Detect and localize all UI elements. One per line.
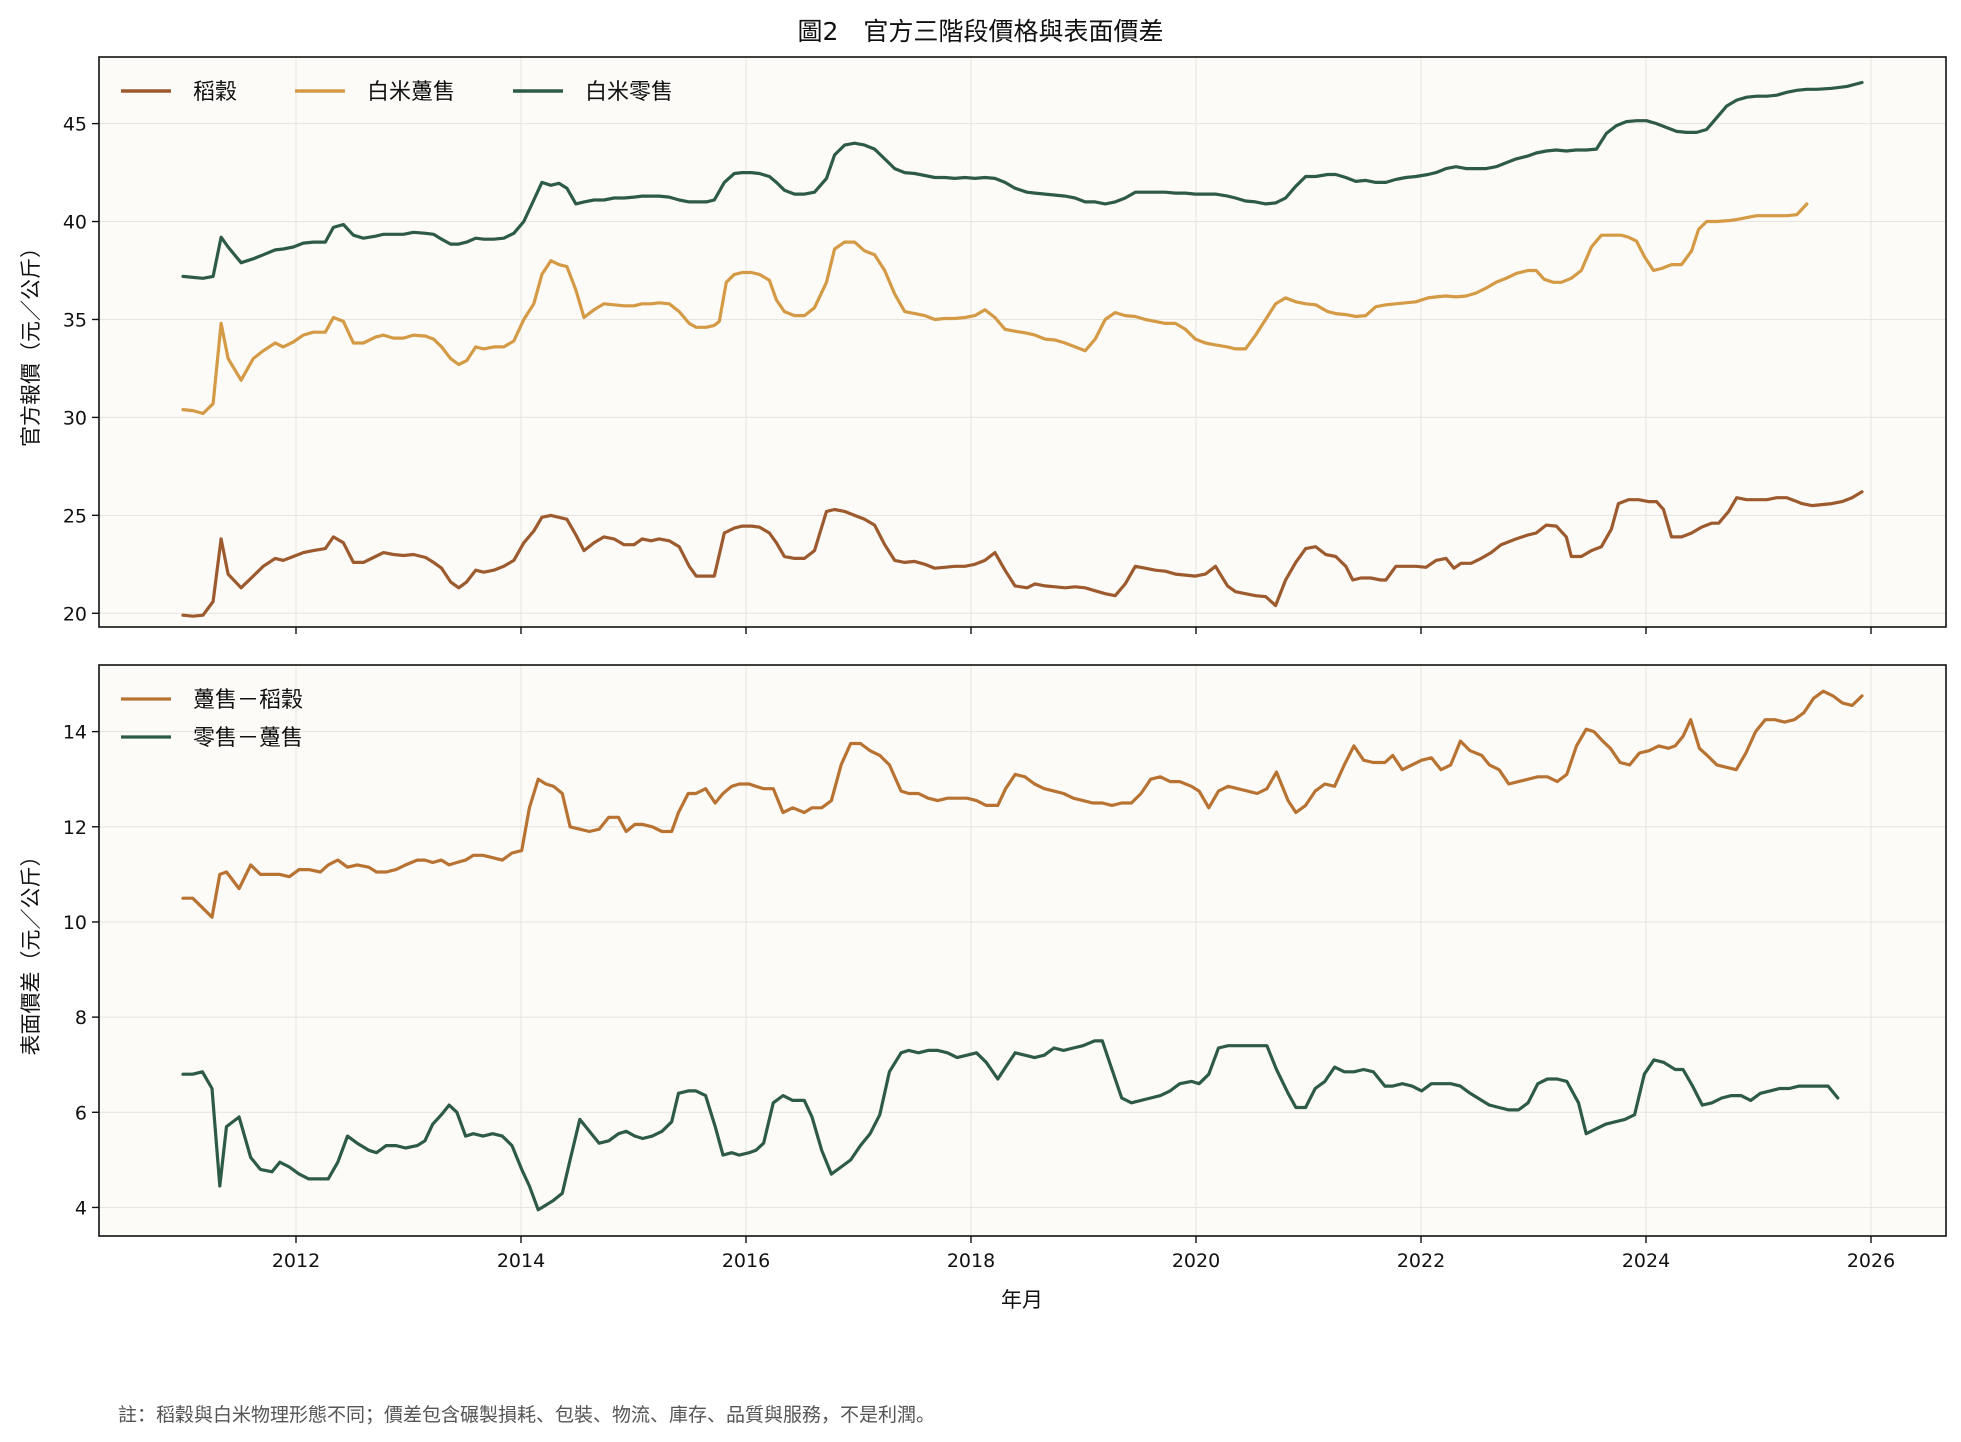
series-line-3 bbox=[181, 80, 1864, 280]
series-line-2 bbox=[181, 202, 1809, 416]
x-tick-label: 2024 bbox=[1622, 1250, 1670, 1272]
plot-frame bbox=[98, 664, 1947, 1237]
legend-label-1: 稻穀 bbox=[193, 80, 237, 105]
y-tick-label: 35 bbox=[63, 309, 87, 331]
y-tick-label: 10 bbox=[63, 912, 87, 934]
series-line-1 bbox=[181, 490, 1864, 618]
chart-title: 圖2 官方三階段價格與表面價差 bbox=[797, 17, 1164, 46]
plot-frame bbox=[98, 56, 1947, 628]
x-tick-label: 2014 bbox=[497, 1250, 545, 1272]
legend-label-1: 躉售－稻穀 bbox=[193, 688, 303, 713]
y-axis-label: 官方報價（元／公斤） bbox=[19, 237, 43, 447]
x-tick-label: 2026 bbox=[1847, 1250, 1895, 1272]
plot-area bbox=[99, 665, 1946, 1236]
legend-label-3: 白米零售 bbox=[585, 80, 673, 105]
legend-label-2: 白米躉售 bbox=[367, 80, 455, 105]
y-tick-label: 6 bbox=[75, 1102, 87, 1124]
y-tick-label: 8 bbox=[75, 1007, 87, 1029]
y-tick-label: 20 bbox=[63, 603, 87, 625]
footnote: 註：稻穀與白米物理形態不同；價差包含碾製損耗、包裝、物流、庫存、品質與服務，不是… bbox=[118, 1404, 936, 1426]
y-tick-label: 25 bbox=[63, 505, 87, 527]
series-line-2 bbox=[181, 1039, 1840, 1212]
y-tick-label: 14 bbox=[63, 722, 87, 744]
plot-area bbox=[99, 57, 1946, 627]
x-tick-label: 2016 bbox=[722, 1250, 770, 1272]
x-axis-label: 年月 bbox=[1001, 1288, 1043, 1312]
y-tick-label: 12 bbox=[63, 817, 87, 839]
x-tick-label: 2020 bbox=[1172, 1250, 1220, 1272]
x-tick-label: 2018 bbox=[947, 1250, 995, 1272]
x-tick-label: 2012 bbox=[272, 1250, 320, 1272]
y-tick-label: 4 bbox=[75, 1197, 87, 1219]
legend-label-2: 零售－躉售 bbox=[193, 726, 303, 751]
y-tick-label: 40 bbox=[63, 212, 87, 234]
y-axis-label: 表面價差（元／公斤） bbox=[19, 846, 43, 1056]
chart-panel-2: 4 6 8 10 12 14 2012 2014 2016 2018 2020 2022 2024 202… bbox=[19, 664, 1947, 1272]
series-line-1 bbox=[181, 689, 1864, 919]
y-tick-label: 30 bbox=[63, 407, 87, 429]
chart-panel-1: 20 25 30 35 40 45 官方報價（元／公斤） 稻穀 白米躉售 白米零售 bbox=[19, 56, 1947, 634]
x-tick-label: 2022 bbox=[1397, 1250, 1445, 1272]
y-tick-label: 45 bbox=[63, 114, 87, 136]
